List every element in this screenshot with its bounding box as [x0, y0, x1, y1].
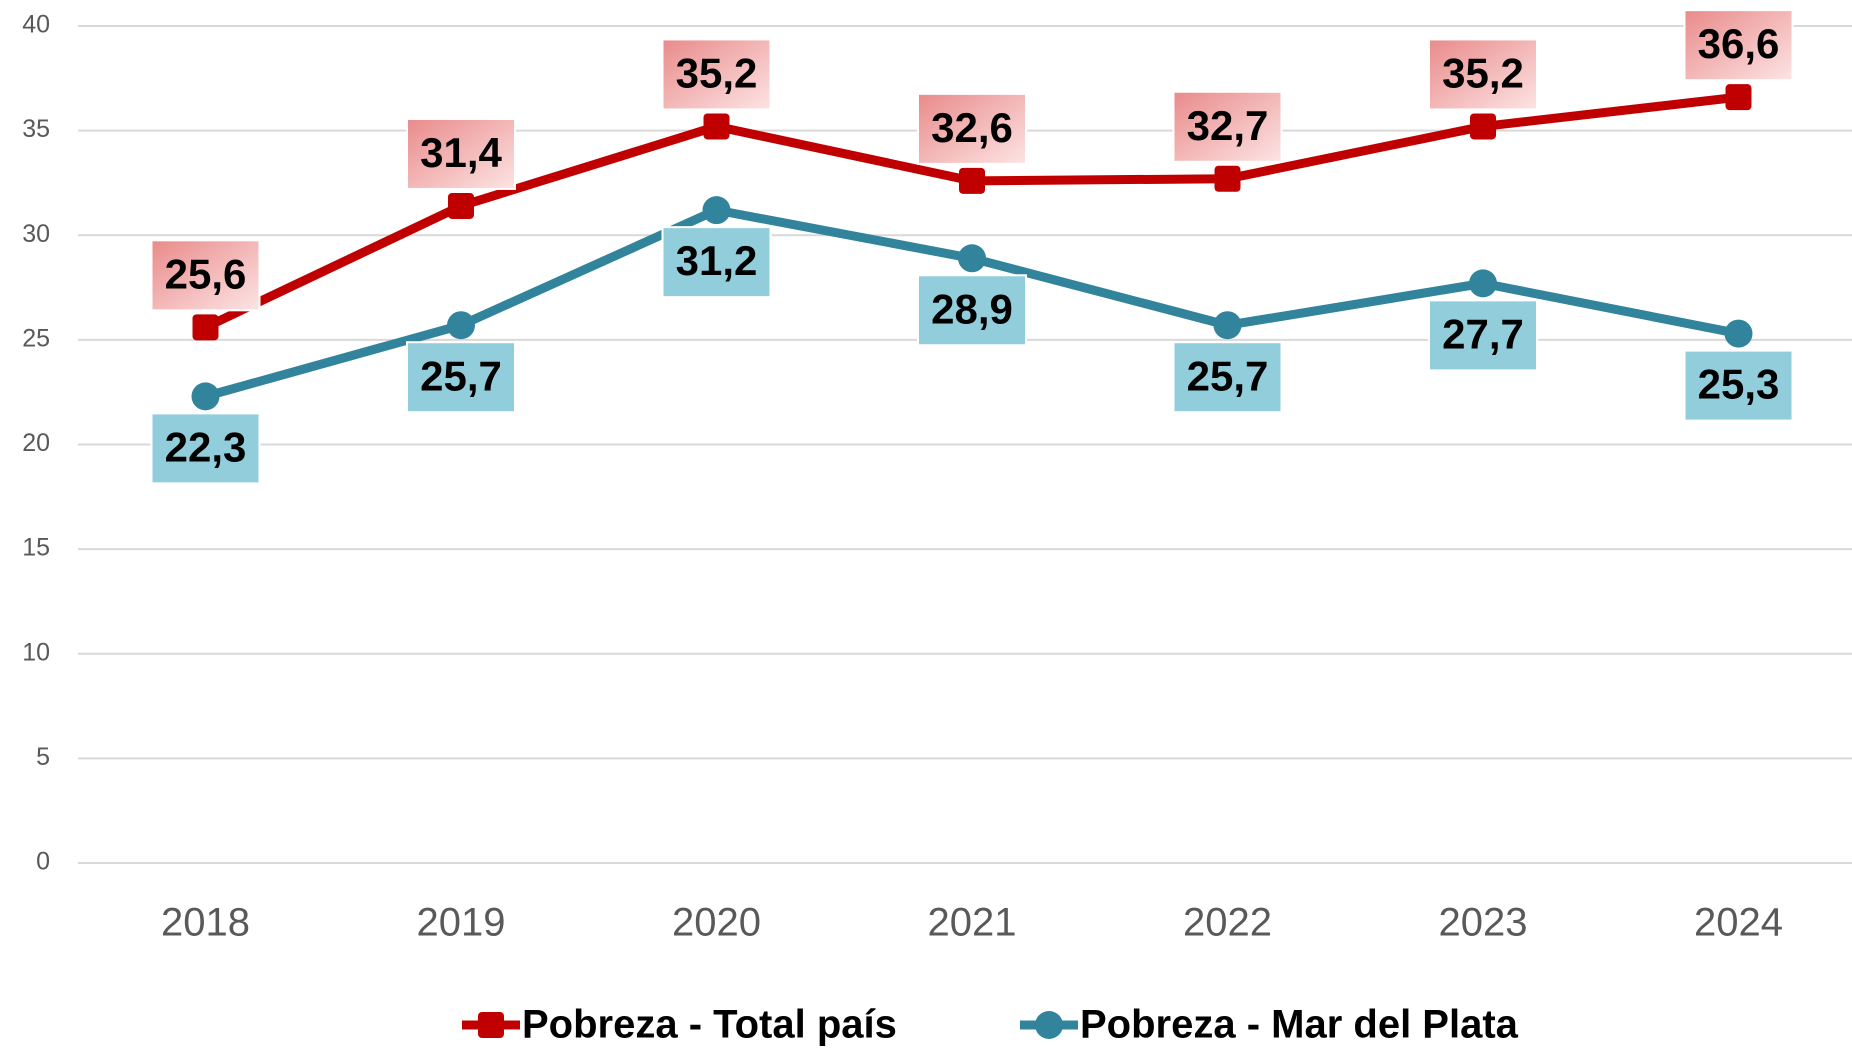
- x-tick-label: 2022: [1183, 901, 1272, 945]
- point-marker: [447, 311, 475, 340]
- point-marker: [192, 314, 219, 341]
- data-label-box: [1172, 341, 1283, 414]
- x-tick-label: 2018: [161, 901, 250, 945]
- data-label-box: [1172, 90, 1283, 163]
- y-tick-label: 30: [22, 220, 50, 248]
- data-label: 36,6: [1698, 20, 1780, 67]
- data-label: 22,3: [165, 423, 247, 470]
- data-label: 35,2: [676, 50, 758, 97]
- data-label-box: [406, 117, 516, 190]
- x-tick-label: 2020: [672, 901, 761, 945]
- y-tick-label: 5: [36, 743, 50, 771]
- data-label: 25,6: [165, 250, 247, 297]
- data-label: 31,2: [676, 237, 758, 284]
- data-label: 32,6: [931, 104, 1013, 151]
- y-tick-label: 10: [22, 638, 50, 666]
- data-label: 28,9: [931, 285, 1013, 332]
- point-marker: [703, 113, 730, 140]
- legend-label: Pobreza - Mar del Plata: [1080, 1003, 1519, 1047]
- point-marker: [448, 192, 474, 219]
- point-marker: [1725, 84, 1752, 111]
- data-label-box: [406, 341, 516, 414]
- point-marker: [1724, 319, 1753, 348]
- data-label: 35,2: [1442, 50, 1524, 97]
- data-label: 32,7: [1187, 102, 1269, 149]
- data-label-box: [917, 92, 1027, 165]
- y-tick-label: 40: [22, 11, 50, 39]
- data-label-box: [150, 239, 261, 312]
- data-label-box: [150, 412, 261, 485]
- point-marker: [958, 244, 986, 273]
- data-label: 25,7: [420, 352, 502, 399]
- data-label-box: [917, 274, 1027, 347]
- x-tick-label: 2019: [417, 901, 506, 945]
- point-marker: [1469, 269, 1497, 298]
- data-label: 25,7: [1187, 352, 1269, 399]
- data-label-box: [1683, 349, 1794, 422]
- data-label: 31,4: [420, 129, 502, 176]
- legend-marker: [1035, 1011, 1063, 1039]
- y-tick-label: 25: [22, 324, 50, 352]
- point-marker: [1214, 165, 1241, 192]
- y-tick-label: 20: [22, 429, 50, 457]
- point-marker: [702, 196, 731, 225]
- x-tick-label: 2024: [1694, 901, 1783, 945]
- data-label-box: [1683, 9, 1794, 82]
- point-marker: [1470, 113, 1496, 140]
- y-tick-label: 15: [22, 534, 50, 562]
- data-label: 25,3: [1698, 361, 1780, 408]
- x-tick-label: 2021: [928, 901, 1017, 945]
- x-tick-label: 2023: [1439, 901, 1528, 945]
- y-tick-label: 0: [36, 848, 50, 876]
- legend-marker: [478, 1012, 504, 1038]
- point-marker: [959, 167, 985, 194]
- data-label-box: [1428, 38, 1538, 111]
- point-marker: [1213, 311, 1242, 340]
- data-label-box: [661, 226, 772, 299]
- data-label: 27,7: [1442, 310, 1524, 357]
- legend-label: Pobreza - Total país: [522, 1003, 897, 1047]
- y-tick-label: 35: [22, 115, 50, 143]
- data-label-box: [661, 38, 772, 111]
- point-marker: [191, 382, 220, 411]
- data-label-box: [1428, 299, 1538, 372]
